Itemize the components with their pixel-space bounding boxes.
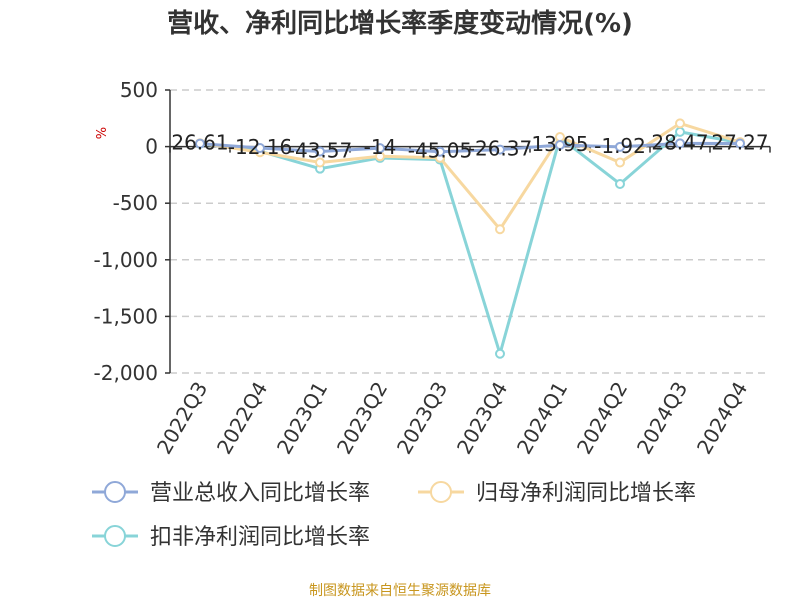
source-footer: 制图数据来自恒生聚源数据库 xyxy=(309,583,491,599)
data-label: 13.95 xyxy=(531,132,588,156)
series-point xyxy=(495,348,505,359)
legend-marker xyxy=(430,481,452,503)
series-point xyxy=(315,146,325,157)
legend-label: 扣非净利润同比增长率 xyxy=(150,525,370,550)
data-labels: 26.61 -12.16-43.57 -14 -45.05-26.37 13.95 -1.… xyxy=(171,130,768,162)
legend-label: 归母净利润同比增长率 xyxy=(476,481,696,506)
series-point xyxy=(675,118,685,129)
x-tick-label: 2022Q4 xyxy=(212,378,272,459)
data-label: -26.37 xyxy=(468,137,532,161)
series-point xyxy=(495,144,505,155)
series-point xyxy=(675,138,685,149)
x-tick-label: 2024Q1 xyxy=(512,378,572,459)
series-point xyxy=(195,138,205,149)
x-tick-label: 2022Q3 xyxy=(152,378,212,459)
series-point xyxy=(435,146,445,157)
data-label: -43.57 xyxy=(288,139,352,163)
data-label: -45.05 xyxy=(408,139,472,163)
chart-title: 营收、净利同比增长率季度变动情况(%) xyxy=(167,8,633,39)
data-label: -12.16 xyxy=(228,135,292,159)
x-tick-label: 2023Q4 xyxy=(452,378,512,459)
data-label: 27.27 xyxy=(711,131,768,155)
series-point xyxy=(615,141,625,152)
x-tick-label: 2024Q4 xyxy=(692,378,752,459)
series-point xyxy=(375,143,385,154)
legend-marker xyxy=(104,525,126,547)
series-point xyxy=(555,140,565,151)
series-line xyxy=(199,130,741,356)
y-axis-unit: % xyxy=(95,127,110,139)
series-point xyxy=(495,224,505,235)
x-tick-label: 2023Q3 xyxy=(392,378,452,459)
legend-label: 营业总收入同比增长率 xyxy=(150,481,370,506)
series-point xyxy=(255,142,265,153)
series-lines xyxy=(195,118,745,359)
series-line xyxy=(199,141,741,154)
y-tick-label: 500 xyxy=(120,78,158,102)
data-label: -14 xyxy=(364,135,397,159)
data-label: 28.47 xyxy=(651,130,708,154)
x-tick-label: 2024Q3 xyxy=(632,378,692,459)
series-point xyxy=(315,157,325,168)
x-tick-label: 2023Q2 xyxy=(332,378,392,459)
data-label: -1.92 xyxy=(594,134,646,158)
series-point xyxy=(615,178,625,189)
legend-marker xyxy=(104,481,126,503)
series-point xyxy=(735,138,745,149)
y-tick-label: -1,500 xyxy=(94,304,158,328)
y-tick-label: -1,000 xyxy=(94,248,158,272)
y-tick-label: -2,000 xyxy=(94,361,158,385)
y-tick-label: -500 xyxy=(113,191,158,215)
series-point xyxy=(615,157,625,168)
x-tick-label: 2024Q2 xyxy=(572,378,632,459)
series-line xyxy=(199,121,741,231)
y-tick-label: 0 xyxy=(145,135,158,159)
data-label: 26.61 xyxy=(171,131,228,155)
x-tick-label: 2023Q1 xyxy=(272,378,332,459)
